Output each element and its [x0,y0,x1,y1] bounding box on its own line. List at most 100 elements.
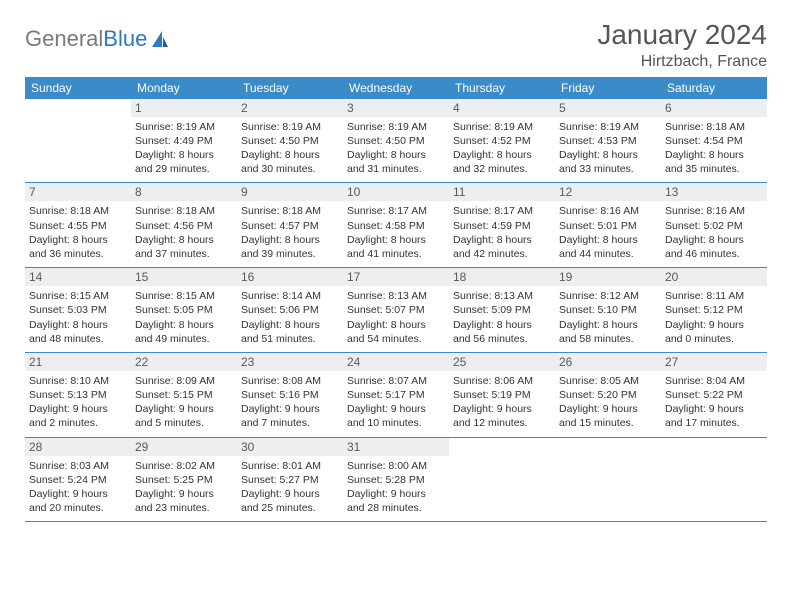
day-details: Sunrise: 8:18 AMSunset: 4:54 PMDaylight:… [665,120,763,177]
day-details: Sunrise: 8:18 AMSunset: 4:57 PMDaylight:… [241,204,339,261]
day-number: 19 [555,268,661,286]
day-number: 11 [449,183,555,201]
dow-header: Tuesday [237,77,343,99]
calendar-table: SundayMondayTuesdayWednesdayThursdayFrid… [25,77,767,522]
logo-text-2: Blue [103,26,147,52]
calendar-cell [25,99,131,183]
day-details: Sunrise: 8:13 AMSunset: 5:07 PMDaylight:… [347,289,445,346]
calendar-cell: 10 Sunrise: 8:17 AMSunset: 4:58 PMDayligh… [343,183,449,268]
day-details: Sunrise: 8:16 AMSunset: 5:02 PMDaylight:… [665,204,763,261]
logo-text-1: General [25,26,103,52]
calendar-cell: 6Sunrise: 8:18 AMSunset: 4:54 PMDaylight… [661,99,767,183]
day-details: Sunrise: 8:11 AMSunset: 5:12 PMDaylight:… [665,289,763,346]
day-number: 18 [449,268,555,286]
day-details: Sunrise: 8:09 AMSunset: 5:15 PMDaylight:… [135,374,233,431]
calendar-cell: 30 Sunrise: 8:01 AMSunset: 5:27 PMDayligh… [237,437,343,522]
calendar-cell: 4 Sunrise: 8:19 AMSunset: 4:52 PMDaylight… [449,99,555,183]
day-number: 25 [449,353,555,371]
day-details: Sunrise: 8:15 AMSunset: 5:03 PMDaylight:… [29,289,127,346]
calendar-cell: 18 Sunrise: 8:13 AMSunset: 5:09 PMDayligh… [449,268,555,353]
dow-header: Thursday [449,77,555,99]
calendar-cell: 15 Sunrise: 8:15 AMSunset: 5:05 PMDayligh… [131,268,237,353]
calendar-cell: 24 Sunrise: 8:07 AMSunset: 5:17 PMDayligh… [343,352,449,437]
day-number: 3 [343,99,449,117]
calendar-cell: 14 Sunrise: 8:15 AMSunset: 5:03 PMDayligh… [25,268,131,353]
calendar-cell: 17 Sunrise: 8:13 AMSunset: 5:07 PMDayligh… [343,268,449,353]
calendar-cell: 21 Sunrise: 8:10 AMSunset: 5:13 PMDayligh… [25,352,131,437]
calendar-cell: 7Sunrise: 8:18 AMSunset: 4:55 PMDaylight… [25,183,131,268]
day-details: Sunrise: 8:17 AMSunset: 4:58 PMDaylight:… [347,204,445,261]
day-number: 31 [343,438,449,456]
day-number: 30 [237,438,343,456]
day-details: Sunrise: 8:05 AMSunset: 5:20 PMDaylight:… [559,374,657,431]
day-details: Sunrise: 8:19 AMSunset: 4:52 PMDaylight:… [453,120,551,177]
calendar-cell: 27Sunrise: 8:04 AMSunset: 5:22 PMDayligh… [661,352,767,437]
location-subtitle: Hirtzbach, France [597,53,767,71]
calendar-cell: 25 Sunrise: 8:06 AMSunset: 5:19 PMDayligh… [449,352,555,437]
day-details: Sunrise: 8:18 AMSunset: 4:56 PMDaylight:… [135,204,233,261]
dow-header: Monday [131,77,237,99]
day-number: 10 [343,183,449,201]
day-number: 26 [555,353,661,371]
day-details: Sunrise: 8:12 AMSunset: 5:10 PMDaylight:… [559,289,657,346]
calendar-cell: 20 Sunrise: 8:11 AMSunset: 5:12 PMDayligh… [661,268,767,353]
day-details: Sunrise: 8:14 AMSunset: 5:06 PMDaylight:… [241,289,339,346]
day-number: 13 [661,183,767,201]
day-number: 20 [661,268,767,286]
day-details: Sunrise: 8:19 AMSunset: 4:50 PMDaylight:… [241,120,339,177]
day-number: 15 [131,268,237,286]
calendar-cell: 5 Sunrise: 8:19 AMSunset: 4:53 PMDaylight… [555,99,661,183]
day-number: 17 [343,268,449,286]
calendar-cell: 8 Sunrise: 8:18 AMSunset: 4:56 PMDaylight… [131,183,237,268]
calendar-cell: 31 Sunrise: 8:00 AMSunset: 5:28 PMDayligh… [343,437,449,522]
day-number: 2 [237,99,343,117]
day-number: 24 [343,353,449,371]
day-number: 9 [237,183,343,201]
day-number: 22 [131,353,237,371]
day-details: Sunrise: 8:19 AMSunset: 4:50 PMDaylight:… [347,120,445,177]
calendar-cell: 2 Sunrise: 8:19 AMSunset: 4:50 PMDaylight… [237,99,343,183]
calendar-cell [661,437,767,522]
day-number: 4 [449,99,555,117]
calendar-cell: 11 Sunrise: 8:17 AMSunset: 4:59 PMDayligh… [449,183,555,268]
day-details: Sunrise: 8:03 AMSunset: 5:24 PMDaylight:… [29,459,127,516]
day-details: Sunrise: 8:10 AMSunset: 5:13 PMDaylight:… [29,374,127,431]
day-number: 21 [25,353,131,371]
day-details: Sunrise: 8:08 AMSunset: 5:16 PMDaylight:… [241,374,339,431]
day-details: Sunrise: 8:19 AMSunset: 4:49 PMDaylight:… [135,120,233,177]
calendar-cell: 3 Sunrise: 8:19 AMSunset: 4:50 PMDaylight… [343,99,449,183]
calendar-cell [555,437,661,522]
calendar-cell [449,437,555,522]
day-number: 16 [237,268,343,286]
day-details: Sunrise: 8:06 AMSunset: 5:19 PMDaylight:… [453,374,551,431]
calendar-cell: 28 Sunrise: 8:03 AMSunset: 5:24 PMDayligh… [25,437,131,522]
calendar-cell: 22 Sunrise: 8:09 AMSunset: 5:15 PMDayligh… [131,352,237,437]
day-details: Sunrise: 8:16 AMSunset: 5:01 PMDaylight:… [559,204,657,261]
dow-header: Saturday [661,77,767,99]
calendar-cell: 26 Sunrise: 8:05 AMSunset: 5:20 PMDayligh… [555,352,661,437]
day-details: Sunrise: 8:15 AMSunset: 5:05 PMDaylight:… [135,289,233,346]
day-details: Sunrise: 8:01 AMSunset: 5:27 PMDaylight:… [241,459,339,516]
dow-header: Wednesday [343,77,449,99]
calendar-cell: 12 Sunrise: 8:16 AMSunset: 5:01 PMDayligh… [555,183,661,268]
day-number: 5 [555,99,661,117]
day-details: Sunrise: 8:17 AMSunset: 4:59 PMDaylight:… [453,204,551,261]
day-details: Sunrise: 8:18 AMSunset: 4:55 PMDaylight:… [29,204,127,261]
day-number: 28 [25,438,131,456]
day-number: 12 [555,183,661,201]
logo: GeneralBlue [25,26,170,52]
day-number: 8 [131,183,237,201]
calendar-cell: 9 Sunrise: 8:18 AMSunset: 4:57 PMDaylight… [237,183,343,268]
day-number: 14 [25,268,131,286]
day-details: Sunrise: 8:19 AMSunset: 4:53 PMDaylight:… [559,120,657,177]
logo-sail-icon [150,29,170,49]
day-number: 27 [661,353,767,371]
day-details: Sunrise: 8:00 AMSunset: 5:28 PMDaylight:… [347,459,445,516]
calendar-cell: 1Sunrise: 8:19 AMSunset: 4:49 PMDaylight… [131,99,237,183]
day-number: 23 [237,353,343,371]
day-details: Sunrise: 8:02 AMSunset: 5:25 PMDaylight:… [135,459,233,516]
day-details: Sunrise: 8:13 AMSunset: 5:09 PMDaylight:… [453,289,551,346]
dow-header: Sunday [25,77,131,99]
dow-header: Friday [555,77,661,99]
day-details: Sunrise: 8:07 AMSunset: 5:17 PMDaylight:… [347,374,445,431]
